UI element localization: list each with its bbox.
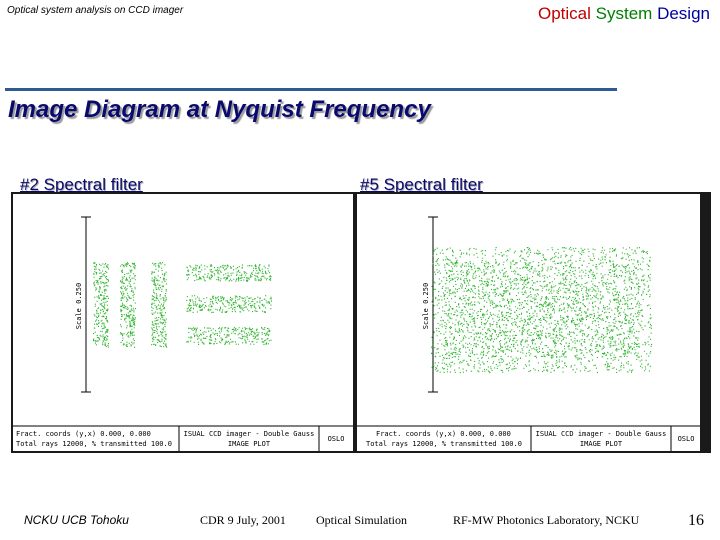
plot-1-footer-subtitle: IMAGE PLOT [228,440,271,448]
footer-date: CDR 9 July, 2001 [200,513,286,527]
footer-institutions: NCKU UCB Tohoku [24,513,129,527]
plot-1-footer-logo: OSLO [328,435,345,443]
slide-title: Image Diagram at Nyquist Frequency [8,96,431,123]
plot-2-footer-title: ISUAL CCD imager - Double Gauss [536,430,667,438]
plot-2-spot-pattern [431,247,653,374]
header-right-title: Optical System Design [538,4,710,24]
header-word-optical: Optical [538,4,591,23]
plot-2-footer-coords: Fract. coords (y,x) 0.000, 0.000 [376,430,511,438]
plot-panel-2: Scale 0.250 Fract. coords (y,x) 0.000, 0… [357,194,700,451]
header-word-design: Design [657,4,710,23]
plot-2-footer-subtitle: IMAGE PLOT [580,440,623,448]
panel-1-subtitle: #2 Spectral filter [20,175,143,194]
plot-1-spot-pattern [93,262,272,348]
plot-2-footer-rays: Total rays 12000, % transmitted 100.0 [366,440,522,448]
plot-1-area [13,194,353,426]
image-plots: Scale 0.250 Fract. coords (y,x) 0.000, 0… [11,192,711,453]
header-rule [5,88,617,91]
plot-1-scale-label: Scale 0.250 [75,283,83,329]
plot-1-footer-title: ISUAL CCD imager - Double Gauss [184,430,315,438]
plot-1-footer-coords: Fract. coords (y,x) 0.000, 0.000 [16,430,151,438]
panel-2-subtitle: #5 Spectral filter [360,175,483,194]
plot-1-footer [13,426,353,451]
plot-1-footer-rays: Total rays 12000, % transmitted 100.0 [16,440,172,448]
plot-2-footer-logo: OSLO [678,435,695,443]
header-left-text: Optical system analysis on CCD imager [7,5,184,16]
footer-lab: RF-MW Photonics Laboratory, NCKU [453,513,640,527]
page-number: 16 [688,512,704,529]
plot-2-scale-label: Scale 0.250 [422,283,430,329]
header-word-system: System [595,4,653,23]
plot-panel-1: Scale 0.250 Fract. coords (y,x) 0.000, 0… [13,194,353,451]
plot-2-footer [357,426,700,451]
footer-topic: Optical Simulation [316,513,407,527]
